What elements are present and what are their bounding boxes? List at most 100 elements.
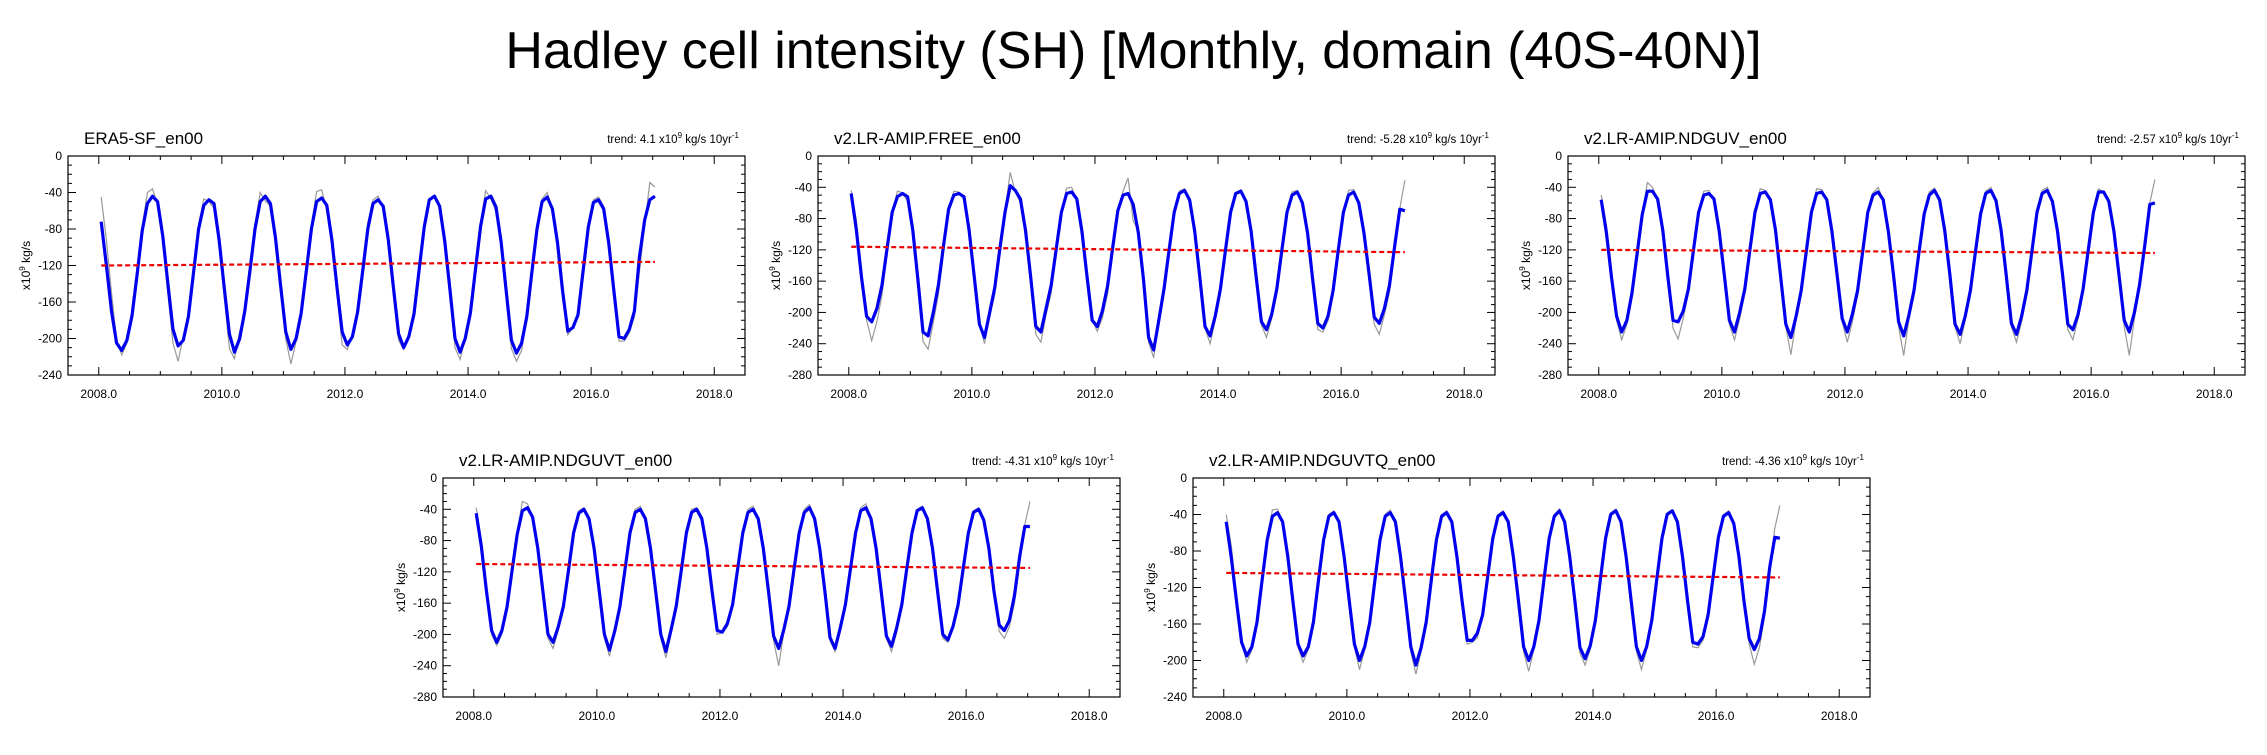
y-tick-label: -240 <box>788 337 812 351</box>
x-tick-label: 2012.0 <box>1827 387 1864 401</box>
y-tick-label: -160 <box>413 596 437 610</box>
x-tick-label: 2016.0 <box>1698 709 1735 723</box>
y-tick-label: -160 <box>38 295 62 309</box>
x-tick-label: 2010.0 <box>1329 709 1366 723</box>
x-tick-label: 2018.0 <box>696 387 733 401</box>
x-tick-label: 2018.0 <box>1821 709 1858 723</box>
trend-annotation: trend: -2.57 x109 kg/s 10yr-1 <box>2097 131 2240 146</box>
monthly-series-line <box>1225 505 1781 675</box>
y-tick-label: -80 <box>795 212 813 226</box>
trend-line <box>476 562 1030 570</box>
chart-panel-1: ERA5-SF_en00 trend: 4.1 x109 kg/s 10yr-1 x… <box>18 129 746 401</box>
x-tick-label: 2018.0 <box>1071 709 1108 723</box>
y-tick-label: -80 <box>420 534 438 548</box>
smoothed-series-line <box>474 506 1030 654</box>
y-tick-label: -80 <box>1545 212 1563 226</box>
y-tick-label: -120 <box>788 243 812 257</box>
trend-annotation: trend: -4.36 x109 kg/s 10yr-1 <box>1722 453 1865 468</box>
x-tick-label: 2008.0 <box>455 709 492 723</box>
y-tick-label: -240 <box>413 659 437 673</box>
y-tick-label: -200 <box>1163 654 1187 668</box>
main-title: Hadley cell intensity (SH) [Monthly, dom… <box>505 22 1762 80</box>
trend-annotation: trend: -5.28 x109 kg/s 10yr-1 <box>1347 131 1490 146</box>
x-tick-label: 2016.0 <box>573 387 610 401</box>
x-tick-label: 2010.0 <box>954 387 991 401</box>
panel-title: v2.LR-AMIP.NDGUV_en00 <box>1584 129 1787 148</box>
y-axis-label: x109 kg/s <box>18 241 33 290</box>
x-tick-label: 2008.0 <box>1580 387 1617 401</box>
y-tick-label: -40 <box>420 502 438 516</box>
y-tick-label: 0 <box>1555 149 1562 163</box>
x-tick-label: 2016.0 <box>1323 387 1360 401</box>
y-tick-label: -160 <box>1163 617 1187 631</box>
smoothed-series-line <box>849 184 1406 352</box>
y-tick-label: -80 <box>45 222 63 236</box>
x-tick-label: 2012.0 <box>327 387 364 401</box>
y-tick-label: -40 <box>1545 180 1563 194</box>
x-tick-label: 2008.0 <box>1205 709 1242 723</box>
trend-line <box>101 260 655 267</box>
x-tick-label: 2014.0 <box>1950 387 1987 401</box>
y-tick-label: -200 <box>413 627 437 641</box>
x-tick-label: 2010.0 <box>204 387 241 401</box>
y-tick-label: -80 <box>1170 544 1188 558</box>
y-tick-label: -200 <box>788 305 812 319</box>
y-axis-label: x109 kg/s <box>1143 563 1158 612</box>
x-tick-label: 2016.0 <box>2073 387 2110 401</box>
y-tick-label: -280 <box>413 690 437 704</box>
trend-annotation: trend: 4.1 x109 kg/s 10yr-1 <box>607 131 739 146</box>
y-tick-label: 0 <box>55 149 62 163</box>
x-tick-label: 2012.0 <box>1077 387 1114 401</box>
x-tick-label: 2018.0 <box>2196 387 2233 401</box>
x-tick-label: 2008.0 <box>80 387 117 401</box>
y-axis-label: x109 kg/s <box>393 563 408 612</box>
y-tick-label: -120 <box>1538 243 1562 257</box>
plot-frame <box>442 477 1121 698</box>
y-tick-label: -40 <box>45 186 63 200</box>
x-tick-label: 2014.0 <box>825 709 862 723</box>
trend-annotation: trend: -4.31 x109 kg/s 10yr-1 <box>972 453 1115 468</box>
x-tick-label: 2008.0 <box>830 387 867 401</box>
y-tick-label: 0 <box>1180 471 1187 485</box>
y-tick-label: -120 <box>38 259 62 273</box>
y-tick-label: -120 <box>1163 581 1187 595</box>
trend-line <box>1226 571 1780 579</box>
y-tick-label: -160 <box>788 274 812 288</box>
x-tick-label: 2016.0 <box>948 709 985 723</box>
y-axis-label: x109 kg/s <box>768 241 783 290</box>
panel-title: v2.LR-AMIP.NDGUVTQ_en00 <box>1209 451 1435 470</box>
smoothed-series-line <box>1224 509 1781 667</box>
panel-title: ERA5-SF_en00 <box>84 129 203 148</box>
chart-panel-5: v2.LR-AMIP.NDGUVTQ_en00 trend: -4.36 x109… <box>1143 451 1871 723</box>
y-tick-label: -120 <box>413 565 437 579</box>
monthly-series-line <box>850 172 1406 358</box>
y-tick-label: -160 <box>1538 274 1562 288</box>
y-tick-label: -40 <box>1170 508 1188 522</box>
y-tick-label: 0 <box>430 471 437 485</box>
y-tick-label: -200 <box>38 332 62 346</box>
y-tick-label: -280 <box>1538 368 1562 382</box>
x-tick-label: 2014.0 <box>450 387 487 401</box>
trend-line <box>1601 248 2155 255</box>
x-tick-label: 2018.0 <box>1446 387 1483 401</box>
y-tick-label: -240 <box>38 368 62 382</box>
chart-panel-3: v2.LR-AMIP.NDGUV_en00 trend: -2.57 x109 k… <box>1518 129 2246 401</box>
chart-panel-2: v2.LR-AMIP.FREE_en00 trend: -5.28 x109 kg… <box>768 129 1496 401</box>
y-tick-label: -240 <box>1538 337 1562 351</box>
smoothed-series-line <box>99 194 656 355</box>
y-tick-label: -40 <box>795 180 813 194</box>
panel-title: v2.LR-AMIP.FREE_en00 <box>834 129 1021 148</box>
y-axis-label: x109 kg/s <box>1518 241 1533 290</box>
y-tick-label: 0 <box>805 149 812 163</box>
y-tick-label: -240 <box>1163 690 1187 704</box>
x-tick-label: 2014.0 <box>1200 387 1237 401</box>
y-tick-label: -200 <box>1538 305 1562 319</box>
x-tick-label: 2010.0 <box>579 709 616 723</box>
y-tick-label: -280 <box>788 368 812 382</box>
x-tick-label: 2012.0 <box>702 709 739 723</box>
chart-panel-4: v2.LR-AMIP.NDGUVT_en00 trend: -4.31 x109 … <box>393 451 1121 723</box>
x-tick-label: 2014.0 <box>1575 709 1612 723</box>
x-tick-label: 2012.0 <box>1452 709 1489 723</box>
trend-line <box>851 245 1405 254</box>
x-tick-label: 2010.0 <box>1704 387 1741 401</box>
